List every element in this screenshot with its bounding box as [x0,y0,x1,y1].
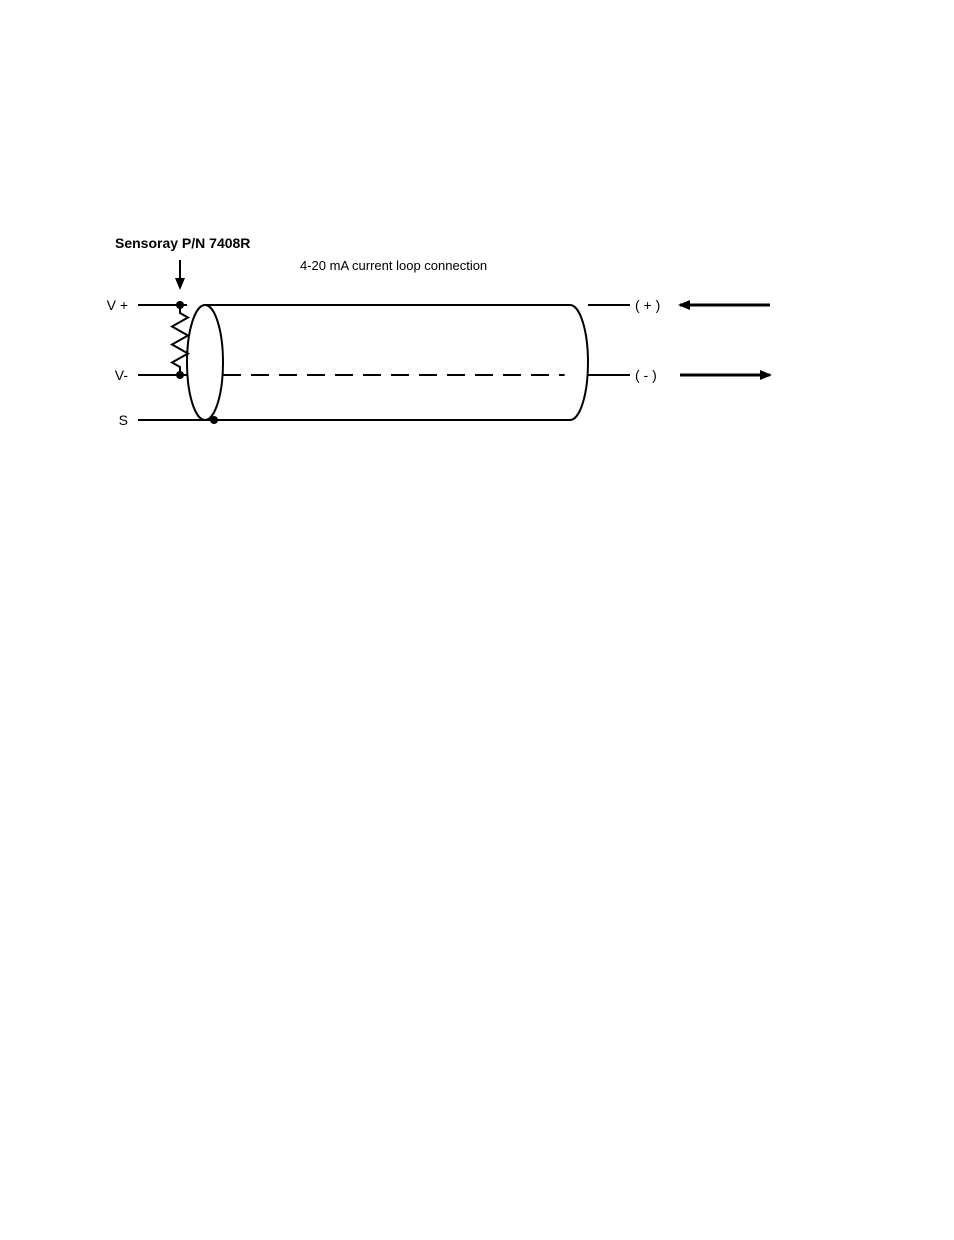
node-dot [176,301,184,309]
cable-shield-right-end [570,305,588,420]
signal-minus-label: ( - ) [635,367,657,383]
signal-plus-label: ( + ) [635,297,660,313]
cable-shield-left-end [187,305,223,420]
current-loop-diagram: Sensoray P/N 7408R 4-20 mA current loop … [0,0,954,1235]
terminal-v-plus-label: V + [107,297,128,313]
terminal-s-label: S [119,412,128,428]
terminal-v-minus-label: V- [115,367,129,383]
node-dot [176,371,184,379]
diagram-page: Sensoray P/N 7408R 4-20 mA current loop … [0,0,954,1235]
part-number-label: Sensoray P/N 7408R [115,235,250,251]
resistor-icon [172,305,188,375]
node-dot [210,416,218,424]
caption-label: 4-20 mA current loop connection [300,258,487,273]
